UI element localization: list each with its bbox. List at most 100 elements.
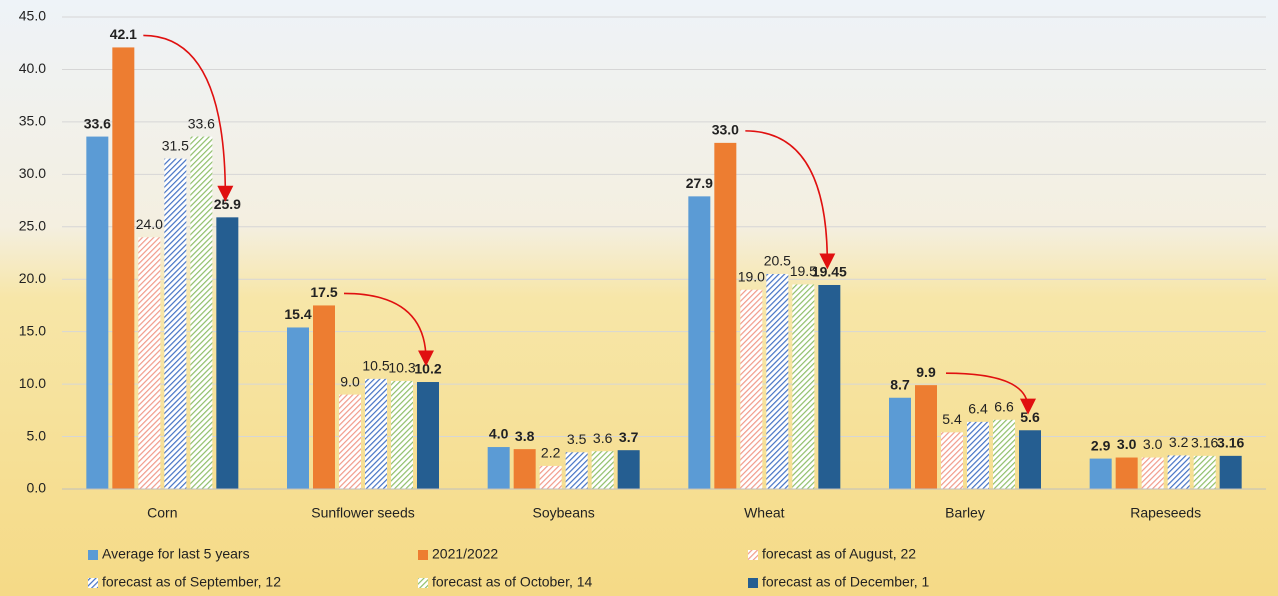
value-label: 3.0 (1117, 436, 1137, 452)
y-tick-label: 10.0 (19, 375, 46, 391)
bar (164, 159, 186, 489)
value-label: 27.9 (686, 175, 713, 191)
bar (941, 432, 963, 489)
value-label: 8.7 (890, 376, 910, 392)
bar (889, 398, 911, 489)
bar (618, 450, 640, 489)
value-label: 17.5 (310, 284, 337, 300)
bar (818, 285, 840, 489)
value-label: 4.0 (489, 426, 509, 442)
value-label: 31.5 (162, 137, 189, 153)
y-tick-label: 25.0 (19, 217, 46, 233)
legend-label: forecast as of October, 14 (432, 574, 593, 590)
value-label: 10.5 (362, 358, 389, 374)
bar (86, 137, 108, 489)
legend-label: forecast as of August, 22 (762, 546, 916, 562)
value-label: 25.9 (214, 196, 241, 212)
value-label: 2.2 (541, 445, 561, 461)
bar (792, 284, 814, 489)
y-tick-label: 45.0 (19, 8, 46, 24)
value-label: 3.5 (567, 431, 587, 447)
bar (1168, 455, 1190, 489)
value-label: 15.4 (284, 306, 311, 322)
bar (287, 327, 309, 489)
value-label: 3.7 (619, 429, 639, 445)
legend-label: 2021/2022 (432, 546, 498, 562)
bar (313, 305, 335, 489)
value-label: 19.45 (812, 264, 847, 280)
bar (540, 466, 562, 489)
legend-label: Average for last 5 years (102, 546, 250, 562)
value-label: 3.8 (515, 428, 535, 444)
value-label: 3.2 (1169, 434, 1189, 450)
bar (766, 274, 788, 489)
bar (714, 143, 736, 489)
legend-label: forecast as of September, 12 (102, 574, 281, 590)
bar (1090, 459, 1112, 489)
chart: 0.0 5.0 10.0 15.0 20.0 25.0 30.0 35.0 40.0 45.0 Co… (0, 0, 1278, 596)
y-tick-label: 30.0 (19, 165, 46, 181)
bar (216, 217, 238, 489)
value-label: 42.1 (110, 26, 137, 42)
value-label: 19.0 (738, 268, 765, 284)
value-label: 9.9 (916, 364, 936, 380)
bar (514, 449, 536, 489)
bar (417, 382, 439, 489)
value-label: 9.0 (340, 373, 360, 389)
bar (1142, 458, 1164, 489)
value-label: 3.16 (1191, 435, 1218, 451)
bar (566, 452, 588, 489)
bar (112, 47, 134, 489)
x-tick-label: Soybeans (533, 505, 595, 521)
value-label: 20.5 (764, 253, 791, 269)
value-label: 10.2 (414, 361, 441, 377)
x-tick-label: Corn (147, 505, 177, 521)
legend-label: forecast as of December, 1 (762, 574, 930, 590)
bar (688, 196, 710, 489)
legend-swatch (418, 578, 428, 588)
y-tick-label: 35.0 (19, 113, 46, 129)
legend-swatch (88, 550, 98, 560)
bar (138, 237, 160, 489)
value-label: 33.0 (712, 122, 739, 138)
value-label: 5.6 (1020, 409, 1040, 425)
legend-swatch (418, 550, 428, 560)
bar (967, 422, 989, 489)
bar (391, 381, 413, 489)
value-label: 33.6 (188, 115, 215, 131)
x-tick-label: Sunflower seeds (311, 505, 415, 521)
x-tick-label: Wheat (744, 505, 785, 521)
y-tick-label: 40.0 (19, 60, 46, 76)
legend-swatch (88, 578, 98, 588)
bar (993, 420, 1015, 489)
legend-swatch (748, 550, 758, 560)
value-label: 3.6 (593, 430, 613, 446)
bar (488, 447, 510, 489)
x-tick-label: Rapeseeds (1130, 505, 1201, 521)
y-tick-label: 5.0 (27, 427, 47, 443)
bar (1019, 430, 1041, 489)
value-label: 2.9 (1091, 437, 1111, 453)
value-label: 5.4 (942, 411, 962, 427)
bar (1220, 456, 1242, 489)
bar (1116, 458, 1138, 489)
value-label: 33.6 (84, 115, 111, 131)
bar (365, 379, 387, 489)
y-tick-label: 15.0 (19, 322, 46, 338)
bar (190, 137, 212, 489)
y-tick-label: 0.0 (27, 480, 47, 496)
value-label: 10.3 (388, 360, 415, 376)
bar (740, 290, 762, 489)
value-label: 3.16 (1217, 435, 1244, 451)
value-label: 6.4 (968, 401, 988, 417)
value-label: 6.6 (994, 398, 1014, 414)
bar (915, 385, 937, 489)
bar (1194, 456, 1216, 489)
y-tick-label: 20.0 (19, 270, 46, 286)
x-tick-label: Barley (945, 505, 985, 521)
bar (339, 395, 361, 489)
bar (592, 451, 614, 489)
value-label: 24.0 (136, 216, 163, 232)
legend-swatch (748, 578, 758, 588)
value-label: 3.0 (1143, 436, 1163, 452)
